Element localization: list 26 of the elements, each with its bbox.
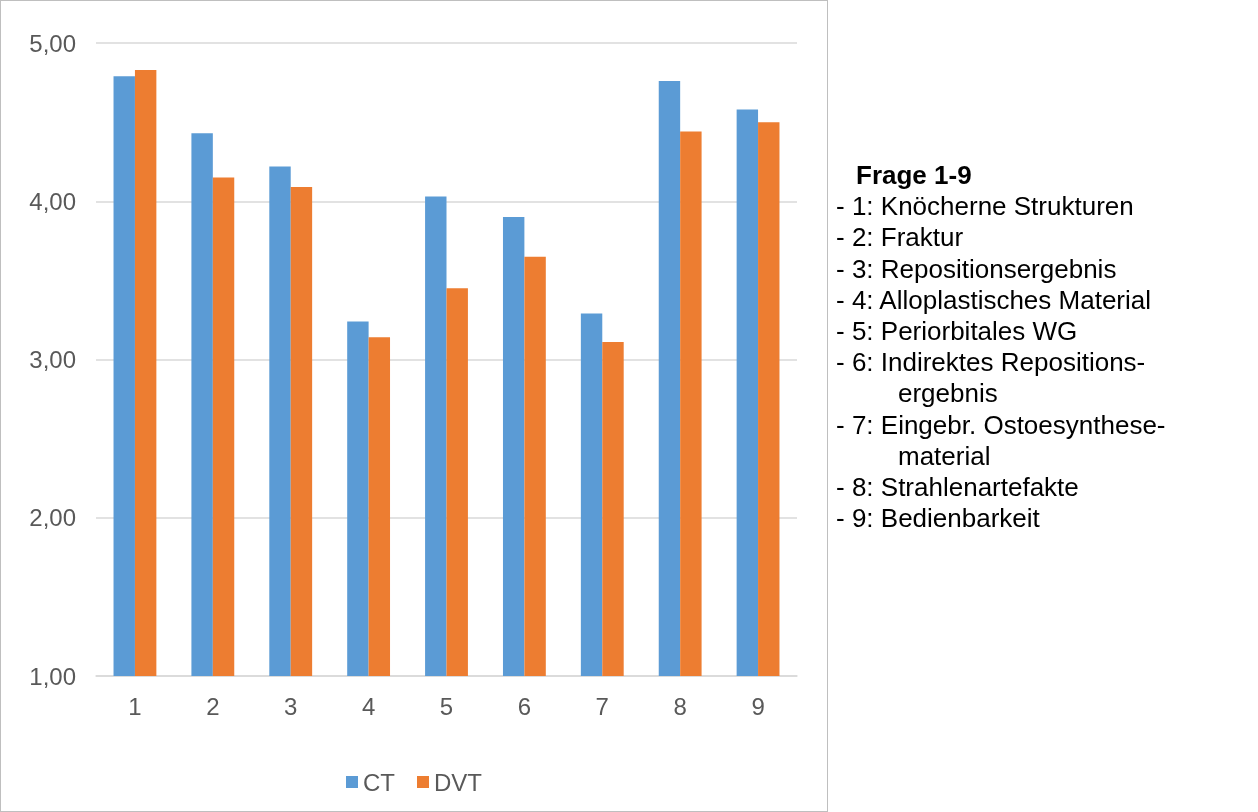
- text: Frage 1-9: [855, 160, 973, 192]
- y-tick-label: 5,00: [29, 29, 76, 57]
- x-tick-label: 9: [751, 692, 765, 720]
- text: - 7: Eingebr. Ostoesynthese- material: [836, 409, 1166, 472]
- x-tick-label: 3: [284, 692, 298, 720]
- text: - 1: Knöcherne Strukturen: [836, 191, 1135, 223]
- text: - 9: Bedienbarkeit: [836, 503, 1041, 535]
- text: - 5: Periorbitales WG: [836, 315, 1079, 348]
- text: - 6: Indirektes Repositions- ergebnis: [836, 347, 1147, 410]
- x-tick-label: 6: [517, 692, 532, 720]
- y-tick-label: 1,00: [29, 662, 76, 690]
- text: - 2: Fraktur: [836, 222, 965, 254]
- y-tick-label: 3,00: [29, 346, 76, 373]
- x-tick-label: 1: [128, 692, 142, 720]
- y-tick-label: 2,00: [29, 504, 76, 532]
- text: - 3: Repositionsergebnis: [836, 253, 1118, 285]
- x-tick-label: 5: [439, 692, 454, 720]
- x-tick-label: 7: [595, 692, 609, 720]
- x-tick-label: 8: [673, 692, 687, 720]
- text: - 4: Alloplastisches Material: [836, 284, 1153, 316]
- x-tick-label: 4: [361, 692, 376, 720]
- legend-label: CT: [363, 768, 396, 796]
- y-tick-label: 4,00: [29, 187, 76, 215]
- x-tick-label: 2: [206, 692, 220, 720]
- text: - 8: Strahlenartefakte: [836, 471, 1080, 504]
- legend-label: DVT: [434, 768, 483, 796]
